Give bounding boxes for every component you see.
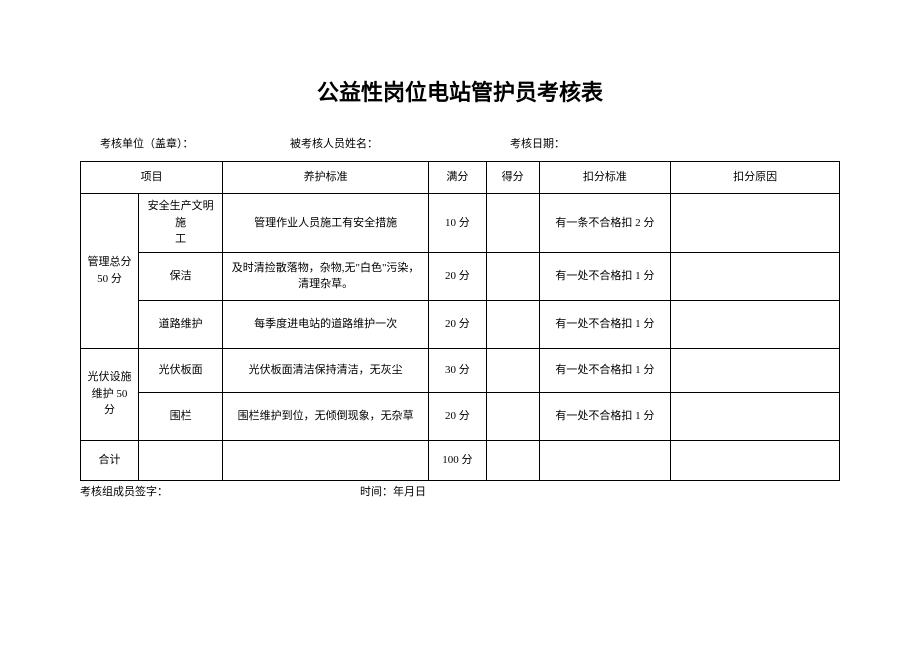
- full-cell: 20 分: [428, 252, 486, 300]
- deduct-std-cell: 有一处不合格扣 1 分: [539, 300, 671, 348]
- page-title: 公益性岗位电站管护员考核表: [80, 75, 840, 107]
- reason-cell: [671, 392, 840, 440]
- score-cell: [486, 392, 539, 440]
- table-header-row: 项目 养护标准 满分 得分 扣分标准 扣分原因: [81, 162, 840, 194]
- empty-cell: [671, 440, 840, 480]
- standard-cell: 及时清捡散落物，杂物,无"白色"污染，清理杂草。: [223, 252, 429, 300]
- score-cell: [486, 300, 539, 348]
- standard-cell: 管理作业人员施工有安全措施: [223, 194, 429, 253]
- group-label: 光伏设施维护 50 分: [81, 348, 139, 440]
- deduct-std-cell: 有一处不合格扣 1 分: [539, 252, 671, 300]
- assessment-table: 项目 养护标准 满分 得分 扣分标准 扣分原因 管理总分50 分 安全生产文明施…: [80, 161, 840, 481]
- total-label: 合计: [81, 440, 139, 480]
- item-cell: 光伏板面: [138, 348, 222, 392]
- table-row: 保洁 及时清捡散落物，杂物,无"白色"污染，清理杂草。 20 分 有一处不合格扣…: [81, 252, 840, 300]
- empty-cell: [539, 440, 671, 480]
- time-label: 时间：年月日: [360, 483, 426, 499]
- reason-cell: [671, 300, 840, 348]
- total-row: 合计 100 分: [81, 440, 840, 480]
- empty-cell: [223, 440, 429, 480]
- unit-label: 考核单位（盖章）：: [100, 135, 290, 151]
- score-cell: [486, 252, 539, 300]
- reason-cell: [671, 194, 840, 253]
- total-full: 100 分: [428, 440, 486, 480]
- full-cell: 20 分: [428, 392, 486, 440]
- deduct-std-cell: 有一条不合格扣 2 分: [539, 194, 671, 253]
- score-cell: [486, 194, 539, 253]
- reason-cell: [671, 252, 840, 300]
- standard-cell: 围栏维护到位，无倾倒现象，无杂草: [223, 392, 429, 440]
- col-score: 得分: [486, 162, 539, 194]
- col-full-score: 满分: [428, 162, 486, 194]
- full-cell: 20 分: [428, 300, 486, 348]
- full-cell: 30 分: [428, 348, 486, 392]
- table-row: 管理总分50 分 安全生产文明施工 管理作业人员施工有安全措施 10 分 有一条…: [81, 194, 840, 253]
- table-row: 光伏设施维护 50 分 光伏板面 光伏板面清洁保持清洁，无灰尘 30 分 有一处…: [81, 348, 840, 392]
- deduct-std-cell: 有一处不合格扣 1 分: [539, 392, 671, 440]
- empty-cell: [486, 440, 539, 480]
- name-label: 被考核人员姓名：: [290, 135, 510, 151]
- score-cell: [486, 348, 539, 392]
- table-row: 围栏 围栏维护到位，无倾倒现象，无杂草 20 分 有一处不合格扣 1 分: [81, 392, 840, 440]
- standard-cell: 光伏板面清洁保持清洁，无灰尘: [223, 348, 429, 392]
- col-project: 项目: [81, 162, 223, 194]
- date-label: 考核日期：: [510, 135, 565, 151]
- sign-label: 考核组成员签字：: [80, 483, 360, 499]
- item-cell: 道路维护: [138, 300, 222, 348]
- col-standard: 养护标准: [223, 162, 429, 194]
- full-cell: 10 分: [428, 194, 486, 253]
- reason-cell: [671, 348, 840, 392]
- item-cell: 安全生产文明施工: [138, 194, 222, 253]
- group-label: 管理总分50 分: [81, 194, 139, 349]
- header-fields: 考核单位（盖章）： 被考核人员姓名： 考核日期：: [80, 135, 840, 151]
- standard-cell: 每季度进电站的道路维护一次: [223, 300, 429, 348]
- deduct-std-cell: 有一处不合格扣 1 分: [539, 348, 671, 392]
- item-cell: 保洁: [138, 252, 222, 300]
- table-row: 道路维护 每季度进电站的道路维护一次 20 分 有一处不合格扣 1 分: [81, 300, 840, 348]
- col-deduct-std: 扣分标准: [539, 162, 671, 194]
- page-root: 公益性岗位电站管护员考核表 考核单位（盖章）： 被考核人员姓名： 考核日期： 项…: [0, 0, 920, 499]
- empty-cell: [138, 440, 222, 480]
- item-cell: 围栏: [138, 392, 222, 440]
- footer-fields: 考核组成员签字： 时间：年月日: [80, 483, 840, 499]
- col-deduct-reason: 扣分原因: [671, 162, 840, 194]
